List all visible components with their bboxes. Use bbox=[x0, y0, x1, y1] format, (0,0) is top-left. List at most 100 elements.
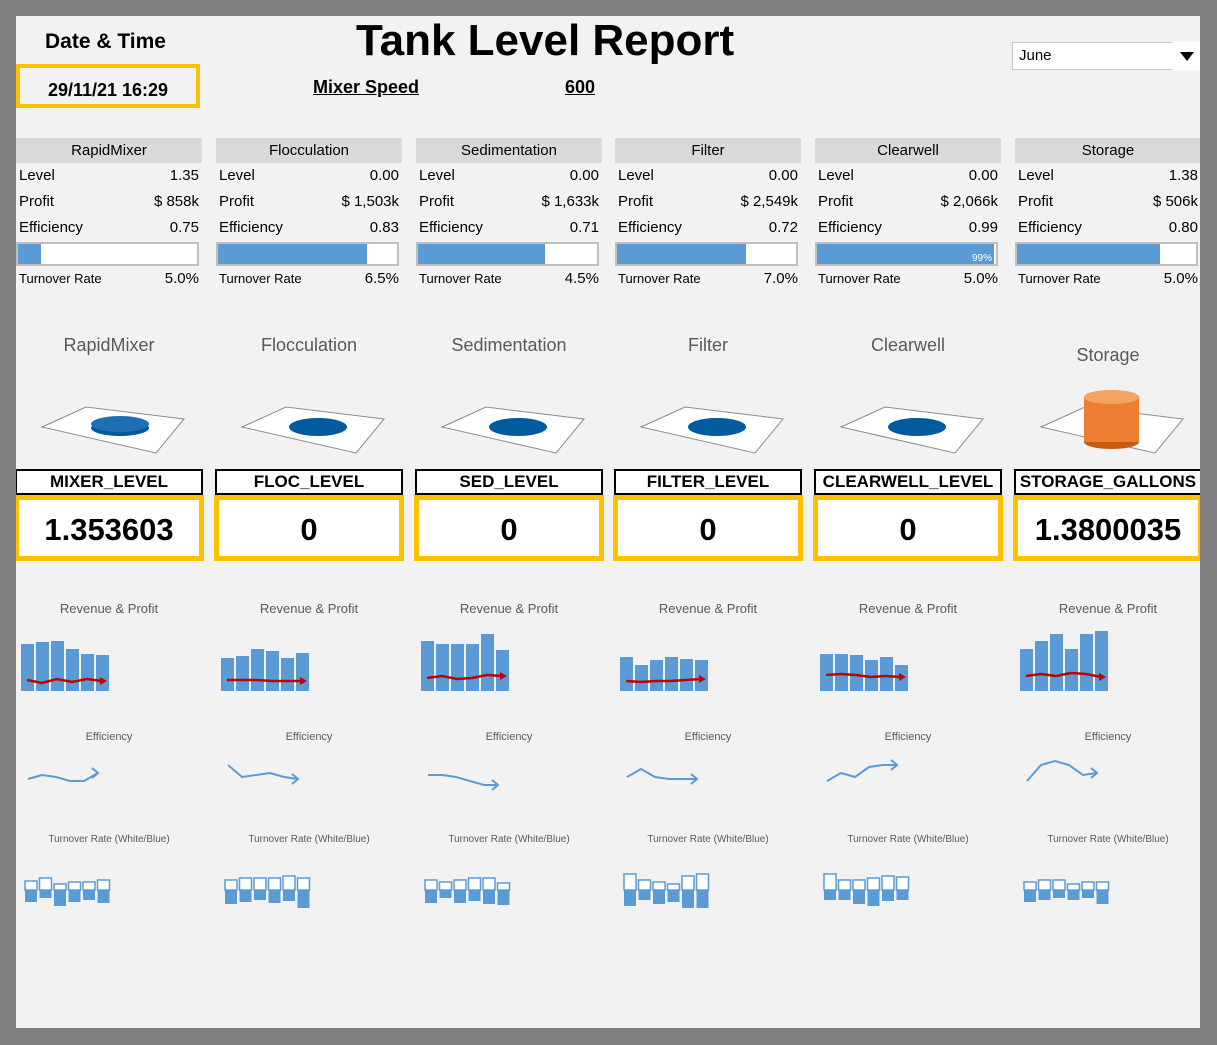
card-row-efficiency: Efficiency 0.99 bbox=[815, 215, 1001, 241]
turnover-value: 6.5% bbox=[364, 270, 399, 287]
efficiency-arrow bbox=[91, 767, 100, 779]
tank-graphic bbox=[639, 406, 784, 454]
card-row-turnover: Turnover Rate 4.5% bbox=[416, 266, 602, 292]
card-row-turnover: Turnover Rate 5.0% bbox=[16, 266, 202, 292]
turnover-blue-bar bbox=[696, 890, 709, 908]
revenue-profit-label: Revenue & Profit bbox=[459, 601, 559, 616]
turnover-label: Turnover Rate bbox=[818, 271, 901, 286]
efficiency-label: Efficiency bbox=[884, 731, 932, 743]
card-row-profit: Profit $ 2,549k bbox=[615, 189, 801, 215]
profit-trend-arrow bbox=[899, 673, 906, 681]
card-row-turnover: Turnover Rate 5.0% bbox=[1015, 266, 1200, 292]
tag-value[interactable]: 0 bbox=[613, 495, 803, 561]
efficiency-label: Efficiency bbox=[285, 731, 333, 743]
turnover-blue-bar bbox=[297, 890, 310, 908]
revenue-bar bbox=[466, 644, 479, 691]
datetime-value[interactable]: 29/11/21 16:29 bbox=[16, 64, 200, 108]
tag-value[interactable]: 0 bbox=[414, 495, 604, 561]
efficiency-label: Efficiency bbox=[818, 219, 882, 236]
turnover-white-bar bbox=[652, 881, 666, 891]
turnover-blue-bar bbox=[39, 890, 52, 898]
turnover-blue-bar bbox=[882, 890, 894, 901]
revenue-bar bbox=[66, 649, 79, 691]
card-row-profit: Profit $ 1,503k bbox=[216, 189, 402, 215]
turnover-chart bbox=[24, 877, 111, 906]
revenue-bar bbox=[820, 654, 833, 691]
revenue-bar bbox=[236, 656, 249, 691]
mixer-speed-value[interactable]: 600 bbox=[565, 77, 596, 97]
level-value: 0.00 bbox=[369, 167, 399, 184]
turnover-blue-bar bbox=[483, 890, 495, 904]
turnover-white-bar bbox=[837, 879, 852, 891]
tag-name: FILTER_LEVEL bbox=[614, 469, 802, 495]
mixer-speed-label: Mixer Speed bbox=[313, 77, 420, 97]
turnover-white-bar bbox=[224, 879, 238, 891]
revenue-bar bbox=[266, 651, 279, 691]
revenue-bar bbox=[296, 653, 309, 691]
card-row-efficiency: Efficiency 0.75 bbox=[16, 215, 202, 241]
turnover-white-bar bbox=[666, 883, 681, 891]
card-row-profit: Profit $ 858k bbox=[16, 189, 202, 215]
efficiency-arrow bbox=[690, 773, 699, 785]
turnover-blue-bar bbox=[254, 890, 266, 900]
revenue-bar bbox=[1095, 631, 1108, 691]
turnover-chart-label: Turnover Rate (White/Blue) bbox=[448, 834, 570, 845]
turnover-white-bar bbox=[238, 877, 253, 891]
turnover-label: Turnover Rate bbox=[419, 271, 502, 286]
month-select[interactable]: June bbox=[1012, 42, 1200, 70]
revenue-bar bbox=[81, 654, 94, 691]
profit-label: Profit bbox=[19, 193, 55, 210]
profit-label: Profit bbox=[1018, 193, 1054, 210]
turnover-white-bar bbox=[1023, 881, 1037, 891]
turnover-chart bbox=[424, 877, 511, 905]
tag-name: MIXER_LEVEL bbox=[16, 469, 203, 495]
profit-trend-arrow bbox=[1099, 673, 1106, 681]
turnover-blue-bar bbox=[283, 890, 295, 901]
revenue-bar bbox=[1065, 649, 1078, 691]
level-label: Level bbox=[19, 167, 55, 184]
tank-column: Clearwell Revenue & Profit Efficiency Turno… bbox=[815, 315, 1001, 1028]
card-row-level: Level 1.35 bbox=[16, 163, 202, 189]
card-header: Sedimentation bbox=[416, 138, 602, 163]
tag-value[interactable]: 0 bbox=[214, 495, 404, 561]
profit-trend-line bbox=[825, 672, 902, 679]
efficiency-line bbox=[626, 767, 697, 780]
tank-title: Flocculation bbox=[260, 335, 358, 355]
turnover-value: 5.0% bbox=[1163, 270, 1198, 287]
profit-value: $ 1,633k bbox=[541, 193, 599, 210]
turnover-chart bbox=[623, 873, 710, 908]
tank-level-disc bbox=[688, 418, 746, 436]
turnover-white-bar bbox=[1066, 883, 1081, 891]
revenue-chart bbox=[221, 649, 309, 691]
turnover-value: 4.5% bbox=[564, 270, 599, 287]
revenue-bar bbox=[880, 657, 893, 691]
efficiency-percent: 72% bbox=[771, 253, 792, 264]
tag-value[interactable]: 1.353603 bbox=[16, 495, 204, 561]
efficiency-chart bbox=[27, 767, 100, 782]
efficiency-bar-fill bbox=[218, 244, 367, 264]
turnover-blue-bar bbox=[239, 890, 252, 902]
efficiency-label: Efficiency bbox=[419, 219, 483, 236]
profit-trend-line bbox=[625, 677, 702, 684]
efficiency-bar: 71% bbox=[416, 242, 599, 266]
tank-title: Filter bbox=[688, 335, 728, 355]
efficiency-label: Efficiency bbox=[618, 219, 682, 236]
tank-column: Flocculation Revenue & Profit Efficiency Tu… bbox=[216, 315, 402, 1028]
revenue-bar bbox=[680, 659, 693, 691]
efficiency-value: 0.83 bbox=[369, 219, 399, 236]
tag-value[interactable]: 1.3800035 bbox=[1013, 495, 1200, 561]
level-label: Level bbox=[419, 167, 455, 184]
turnover-white-bar bbox=[67, 881, 82, 891]
turnover-blue-bar bbox=[667, 890, 680, 902]
efficiency-value: 0.71 bbox=[569, 219, 599, 236]
chevron-down-icon[interactable] bbox=[1172, 42, 1200, 70]
card-header: Storage bbox=[1015, 138, 1200, 163]
efficiency-bar-fill bbox=[1017, 244, 1161, 264]
efficiency-bar: 72% bbox=[615, 242, 798, 266]
efficiency-bar-fill bbox=[18, 244, 42, 264]
turnover-blue-bar bbox=[853, 890, 865, 904]
card-row-level: Level 1.38 bbox=[1015, 163, 1200, 189]
tag-value[interactable]: 0 bbox=[813, 495, 1003, 561]
efficiency-bar: 80% bbox=[1015, 242, 1198, 266]
turnover-blue-bar bbox=[896, 890, 909, 900]
